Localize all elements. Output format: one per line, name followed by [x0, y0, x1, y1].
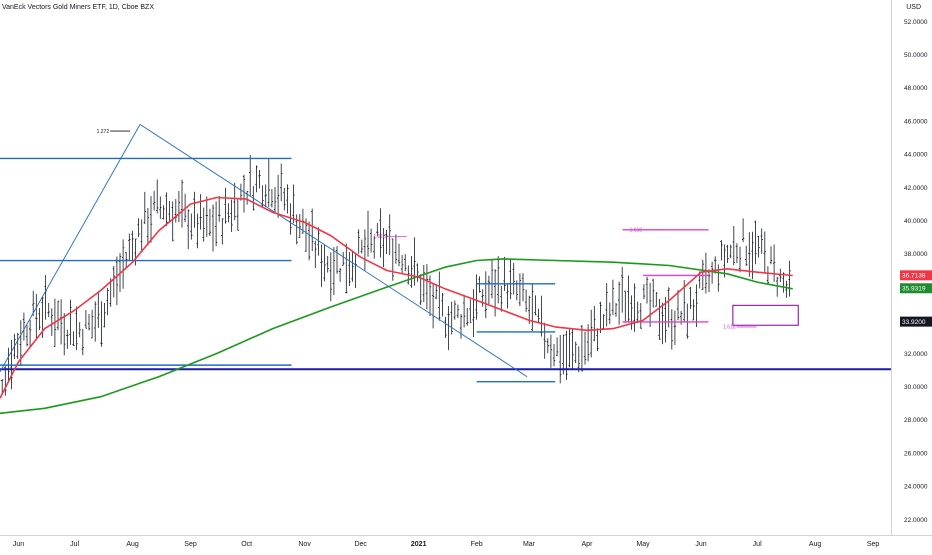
chart-title: VanEck Vectors Gold Miners ETF, 1D, Cboe…: [2, 4, 154, 11]
moving-average-50-line: [0, 196, 793, 399]
y-tick-label: 32.0000: [904, 351, 928, 358]
fib-level-label: 1.272: [97, 129, 110, 135]
x-tick-label: Feb: [471, 541, 483, 548]
price-badge: [900, 283, 932, 294]
currency-label: USD: [906, 4, 921, 11]
x-tick-label: Dec: [354, 541, 367, 548]
fib-level-label: 1.618: [373, 234, 386, 240]
x-tick-label: Mar: [523, 541, 536, 548]
x-tick-label: Aug: [126, 541, 139, 548]
x-tick-label: Jul: [70, 541, 79, 548]
y-tick-label: 50.0000: [904, 52, 928, 59]
x-tick-label: Jun: [13, 541, 24, 548]
price-badge: [900, 270, 932, 281]
y-tick-label: 24.0000: [904, 484, 928, 491]
x-tick-label: Sep: [867, 541, 880, 548]
moving-averages: [0, 196, 793, 415]
price-bars: [0, 155, 791, 396]
moving-average-200-line: [0, 258, 793, 415]
x-tick-label: Apr: [582, 541, 594, 548]
x-tick-label: May: [636, 541, 650, 548]
x-tick-label: Jul: [753, 541, 762, 548]
time-axis[interactable]: Jun Jul Aug Sep Oct Nov Dec 2021 Feb Mar Apr May Jun…: [13, 541, 880, 548]
y-tick-label: 30.0000: [904, 384, 928, 391]
x-tick-label: Nov: [298, 541, 311, 548]
price-badge: [900, 316, 932, 327]
x-tick-label: Sep: [184, 541, 197, 548]
x-tick-label: Aug: [809, 541, 822, 548]
y-tick-label: 48.0000: [904, 85, 928, 92]
y-tick-label: 28.0000: [904, 417, 928, 424]
x-tick-label: 2021: [411, 541, 427, 548]
y-tick-label: 44.0000: [904, 152, 928, 159]
x-tick-label: Jun: [695, 541, 706, 548]
y-tick-label: 46.0000: [904, 118, 928, 125]
fib-level-label: 1.618: [630, 228, 643, 234]
price-badge-text: 33.9200: [902, 319, 926, 326]
y-tick-label: 52.0000: [904, 19, 928, 26]
y-tick-label: 22.0000: [904, 517, 928, 524]
y-tick-label: 26.0000: [904, 450, 928, 457]
price-labels: 36.7138 35.9319 33.9200: [900, 270, 932, 327]
y-tick-label: 40.0000: [904, 218, 928, 225]
fib-level-label: 1.618: [723, 325, 736, 331]
x-tick-label: Oct: [241, 541, 252, 548]
drawing-lines: 1.272 1.618 1.618 1.618: [0, 124, 891, 383]
trend-line[interactable]: [0, 124, 141, 372]
price-badge-text: 36.7138: [902, 273, 926, 280]
y-tick-label: 38.0000: [904, 251, 928, 258]
range-box[interactable]: [732, 304, 799, 326]
y-tick-label: 42.0000: [904, 185, 928, 192]
price-badge-text: 35.9319: [902, 286, 926, 293]
trend-line[interactable]: [139, 124, 528, 378]
